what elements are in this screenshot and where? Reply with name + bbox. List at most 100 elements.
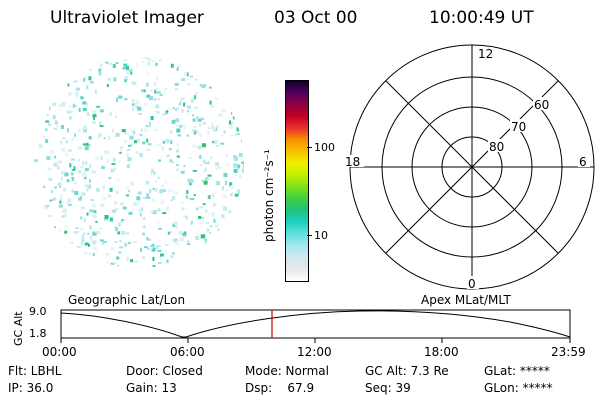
- uv-speckle: [131, 130, 135, 134]
- uv-speckle: [60, 125, 64, 129]
- uv-speckle: [142, 141, 146, 145]
- uv-speckle: [187, 178, 192, 183]
- uv-speckle: [207, 130, 210, 135]
- uv-speckle: [83, 125, 88, 130]
- uv-speckle: [118, 151, 122, 154]
- uv-speckle: [126, 232, 130, 235]
- uv-speckle: [215, 127, 218, 132]
- uv-speckle: [143, 217, 146, 221]
- uv-speckle: [95, 230, 100, 234]
- uv-speckle: [80, 241, 83, 246]
- uv-speckle: [204, 238, 208, 241]
- uv-speckle: [112, 64, 116, 68]
- uv-speckle: [173, 221, 178, 226]
- uv-speckle: [110, 262, 114, 266]
- uv-speckle: [148, 125, 152, 128]
- uv-speckle: [100, 156, 103, 160]
- uv-speckle: [88, 76, 92, 81]
- uv-speckle: [130, 181, 134, 186]
- uv-speckle: [157, 176, 160, 179]
- uv-speckle: [124, 132, 129, 135]
- uv-speckle: [155, 104, 160, 109]
- uv-speckle: [89, 225, 92, 230]
- uv-speckle: [86, 112, 90, 117]
- uv-speckle: [120, 146, 123, 149]
- uv-speckle: [237, 164, 241, 169]
- uv-speckle: [78, 197, 83, 201]
- uv-speckle: [81, 237, 85, 242]
- timeline-right-label: Apex MLat/MLT: [421, 293, 511, 307]
- uv-speckle: [93, 246, 96, 250]
- status-seq: Seq: 39: [365, 381, 411, 395]
- uv-speckle: [59, 104, 62, 107]
- uv-speckle: [148, 122, 151, 126]
- uv-speckle: [178, 230, 183, 235]
- uv-speckle: [215, 125, 220, 127]
- uv-speckle: [125, 194, 129, 197]
- uv-speckle: [188, 157, 192, 160]
- uv-speckle: [106, 84, 109, 88]
- uv-speckle: [179, 237, 184, 242]
- uv-speckle: [135, 100, 140, 105]
- uv-speckle: [153, 171, 156, 175]
- uv-speckle: [204, 167, 207, 172]
- uv-speckle: [166, 154, 170, 158]
- uv-speckle: [192, 144, 197, 148]
- uv-speckle: [60, 140, 63, 145]
- uv-speckle: [233, 155, 237, 159]
- uv-speckle: [48, 106, 51, 111]
- uv-speckle: [56, 165, 60, 170]
- uv-speckle: [196, 207, 199, 211]
- uv-speckle: [226, 220, 231, 223]
- uv-speckle: [210, 105, 215, 108]
- uv-speckle: [101, 241, 105, 245]
- uv-speckle: [155, 62, 158, 66]
- uv-speckle: [150, 89, 153, 92]
- uv-speckle: [214, 139, 219, 144]
- uv-speckle: [225, 154, 228, 157]
- uv-speckle: [71, 158, 76, 161]
- uv-speckle: [155, 180, 158, 183]
- uv-speckle: [169, 231, 172, 234]
- uv-speckle: [54, 155, 56, 159]
- uv-speckle: [210, 156, 213, 160]
- uv-speckle: [100, 203, 105, 207]
- uv-speckle: [215, 162, 220, 167]
- uv-speckle: [240, 138, 243, 143]
- uv-speckle: [158, 227, 162, 230]
- uv-speckle: [177, 107, 180, 110]
- uv-speckle: [176, 149, 180, 153]
- uv-speckle: [117, 231, 121, 235]
- uv-speckle: [194, 95, 197, 100]
- uv-speckle: [80, 96, 84, 99]
- uv-speckle: [172, 252, 175, 255]
- uv-speckle: [128, 190, 131, 193]
- uv-speckle: [106, 159, 110, 163]
- uv-speckle: [147, 61, 151, 66]
- uv-speckle: [86, 212, 89, 216]
- uv-speckle: [167, 206, 170, 209]
- uv-speckle: [175, 191, 178, 195]
- uv-speckle: [107, 218, 110, 221]
- uv-speckle: [159, 94, 163, 96]
- uv-speckle: [98, 133, 102, 137]
- uv-speckle: [73, 166, 76, 170]
- uv-speckle: [156, 245, 161, 247]
- polar-label-18: 18: [345, 155, 360, 169]
- uv-speckle: [124, 242, 128, 247]
- uv-speckle: [171, 238, 175, 242]
- uv-speckle: [46, 156, 51, 160]
- uv-speckle: [64, 153, 69, 156]
- uv-speckle: [89, 235, 92, 240]
- uv-speckle: [148, 96, 153, 101]
- uv-speckle: [67, 83, 70, 87]
- uv-speckle: [184, 231, 187, 234]
- uv-speckle: [115, 132, 120, 137]
- uv-speckle: [62, 137, 66, 139]
- uv-speckle: [230, 134, 235, 137]
- uv-speckle: [212, 141, 216, 144]
- uv-speckle: [116, 97, 118, 102]
- uv-speckle: [194, 91, 198, 96]
- uv-speckle: [233, 117, 237, 120]
- uv-speckle: [110, 168, 115, 173]
